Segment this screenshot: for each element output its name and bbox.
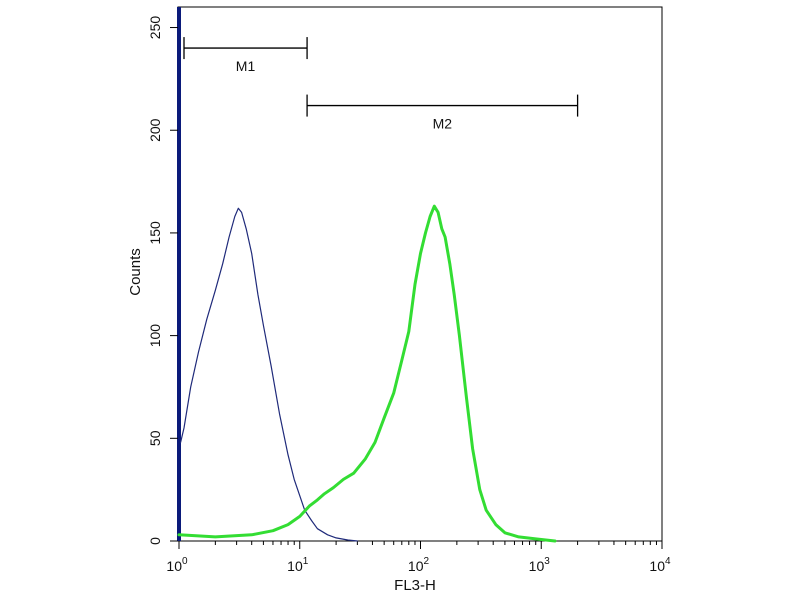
y-tick-label: 200 [147, 118, 163, 142]
x-tick-label: 104 [649, 556, 671, 574]
y-tick-label: 150 [147, 221, 163, 245]
gate-markers: M1 M2 [183, 37, 579, 132]
x-axis-label: FL3-H [394, 577, 436, 594]
y-tick-label: 250 [147, 16, 163, 40]
y-tick-label: 0 [147, 537, 163, 545]
y-axis-ticks: 0 50 100 150 200 250 [147, 16, 178, 545]
x-tick-label: 100 [166, 556, 188, 574]
plot-frame [177, 6, 663, 542]
x-axis-ticks: 100 101 102 103 104 [166, 541, 671, 574]
marker-label: M2 [433, 116, 453, 132]
x-tick-label: 102 [408, 556, 430, 574]
x-tick-label: 101 [287, 556, 309, 574]
histogram-curve-sample [177, 204, 557, 543]
y-axis-label: Counts [127, 248, 144, 296]
histogram-curve-control [180, 207, 358, 542]
y-tick-label: 50 [147, 430, 163, 446]
y-tick-label: 100 [147, 324, 163, 348]
marker-label: M1 [236, 58, 256, 74]
histogram-series [177, 204, 557, 543]
x-tick-label: 103 [529, 556, 551, 574]
